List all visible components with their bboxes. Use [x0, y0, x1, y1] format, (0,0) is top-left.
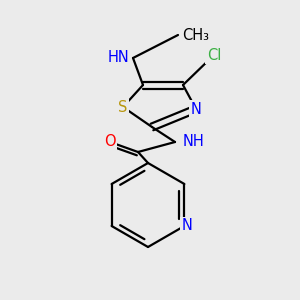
Text: S: S: [118, 100, 128, 115]
Text: CH₃: CH₃: [182, 28, 209, 43]
Text: N: N: [190, 101, 201, 116]
Text: Cl: Cl: [207, 47, 221, 62]
Text: O: O: [104, 134, 116, 149]
Text: HN: HN: [107, 50, 129, 65]
Text: N: N: [182, 218, 193, 233]
Text: NH: NH: [183, 134, 205, 149]
